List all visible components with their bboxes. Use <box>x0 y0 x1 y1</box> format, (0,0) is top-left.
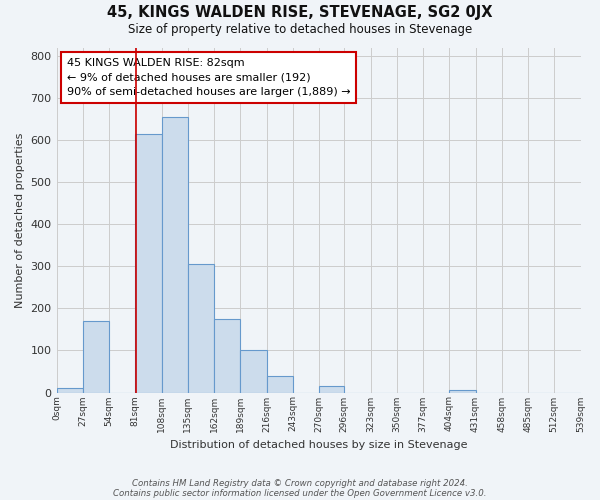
Text: Contains HM Land Registry data © Crown copyright and database right 2024.: Contains HM Land Registry data © Crown c… <box>132 478 468 488</box>
Y-axis label: Number of detached properties: Number of detached properties <box>15 132 25 308</box>
Bar <box>214 319 240 392</box>
Text: 45 KINGS WALDEN RISE: 82sqm
← 9% of detached houses are smaller (192)
90% of sem: 45 KINGS WALDEN RISE: 82sqm ← 9% of deta… <box>67 58 350 98</box>
Bar <box>83 321 109 392</box>
Text: Contains public sector information licensed under the Open Government Licence v3: Contains public sector information licen… <box>113 488 487 498</box>
Bar <box>449 390 476 392</box>
Text: Size of property relative to detached houses in Stevenage: Size of property relative to detached ho… <box>128 22 472 36</box>
Bar <box>56 388 83 392</box>
Bar <box>319 386 344 392</box>
Bar <box>266 376 293 392</box>
Bar <box>135 134 161 392</box>
Bar <box>161 117 188 392</box>
Text: 45, KINGS WALDEN RISE, STEVENAGE, SG2 0JX: 45, KINGS WALDEN RISE, STEVENAGE, SG2 0J… <box>107 5 493 20</box>
X-axis label: Distribution of detached houses by size in Stevenage: Distribution of detached houses by size … <box>170 440 467 450</box>
Bar <box>188 264 214 392</box>
Bar <box>240 350 266 393</box>
